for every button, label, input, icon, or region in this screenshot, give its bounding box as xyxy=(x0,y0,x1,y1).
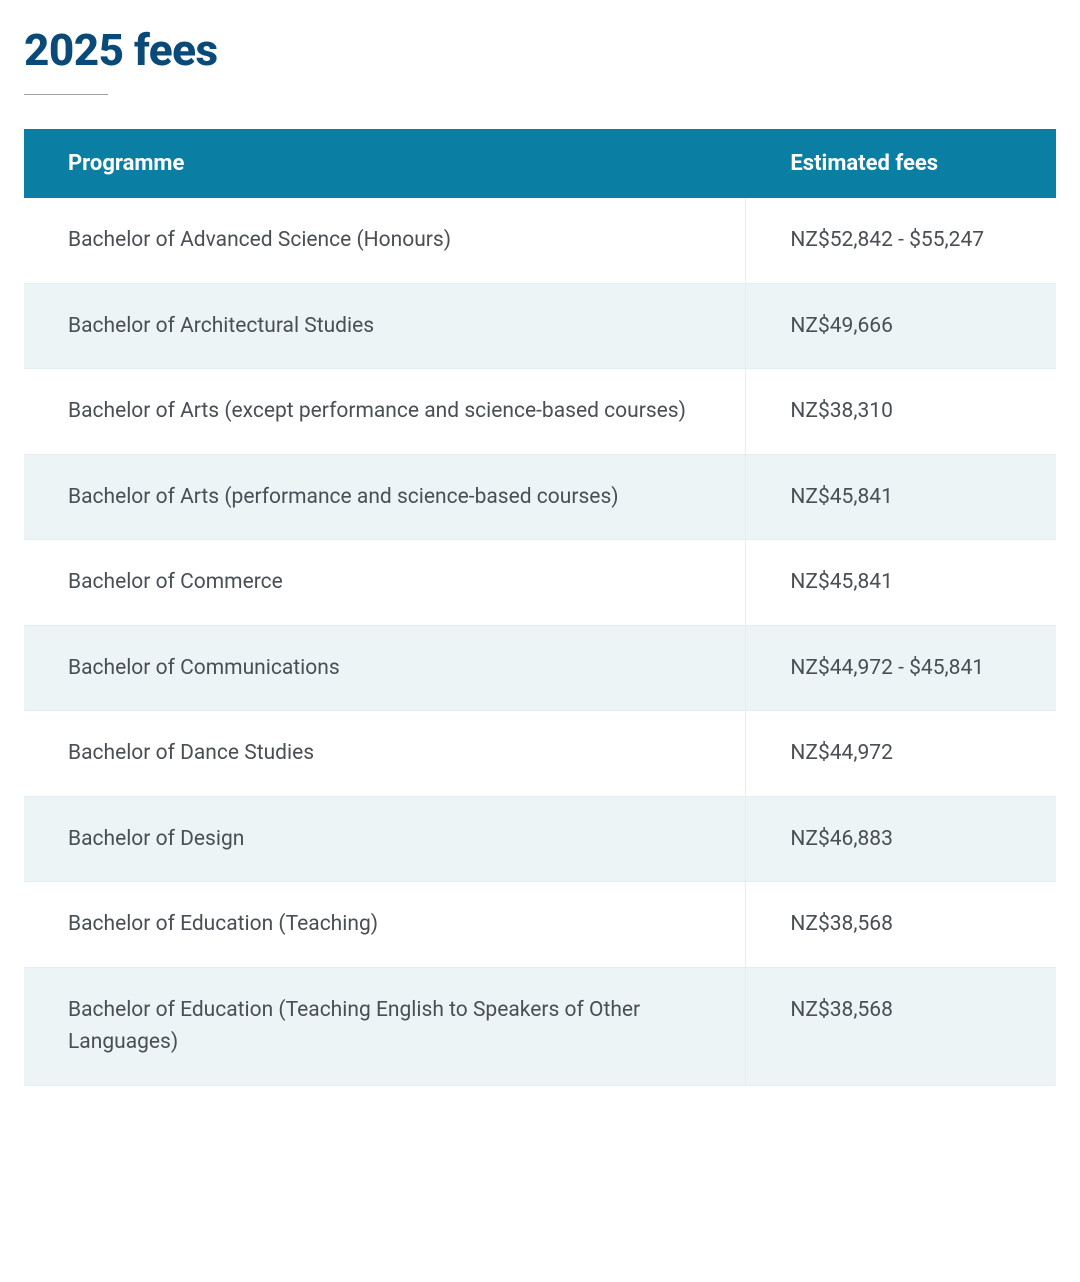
table-row: Bachelor of Architectural Studies NZ$49,… xyxy=(24,284,1056,370)
table-row: Bachelor of Arts (except performance and… xyxy=(24,369,1056,455)
fees-table-body: Bachelor of Advanced Science (Honours) N… xyxy=(24,198,1056,1086)
table-row: Bachelor of Commerce NZ$45,841 xyxy=(24,540,1056,626)
cell-programme: Bachelor of Arts (performance and scienc… xyxy=(24,455,746,541)
cell-programme: Bachelor of Design xyxy=(24,797,746,883)
cell-fees: NZ$44,972 - $45,841 xyxy=(746,626,1056,712)
table-row: Bachelor of Education (Teaching English … xyxy=(24,968,1056,1086)
cell-fees: NZ$44,972 xyxy=(746,711,1056,797)
table-row: Bachelor of Dance Studies NZ$44,972 xyxy=(24,711,1056,797)
cell-fees: NZ$38,568 xyxy=(746,882,1056,968)
cell-fees: NZ$38,568 xyxy=(746,968,1056,1086)
table-row: Bachelor of Advanced Science (Honours) N… xyxy=(24,198,1056,284)
column-header-programme: Programme xyxy=(24,129,746,198)
cell-fees: NZ$45,841 xyxy=(746,455,1056,541)
cell-programme: Bachelor of Communications xyxy=(24,626,746,712)
table-row: Bachelor of Arts (performance and scienc… xyxy=(24,455,1056,541)
cell-programme: Bachelor of Dance Studies xyxy=(24,711,746,797)
cell-programme: Bachelor of Architectural Studies xyxy=(24,284,746,370)
cell-programme: Bachelor of Commerce xyxy=(24,540,746,626)
cell-programme: Bachelor of Education (Teaching English … xyxy=(24,968,746,1086)
cell-fees: NZ$45,841 xyxy=(746,540,1056,626)
cell-programme: Bachelor of Advanced Science (Honours) xyxy=(24,198,746,284)
column-header-fees: Estimated fees xyxy=(746,129,1056,198)
table-row: Bachelor of Communications NZ$44,972 - $… xyxy=(24,626,1056,712)
heading-underline xyxy=(24,94,108,95)
cell-fees: NZ$46,883 xyxy=(746,797,1056,883)
table-row: Bachelor of Design NZ$46,883 xyxy=(24,797,1056,883)
page-title: 2025 fees xyxy=(24,24,1056,76)
cell-fees: NZ$49,666 xyxy=(746,284,1056,370)
cell-fees: NZ$52,842 - $55,247 xyxy=(746,198,1056,284)
cell-programme: Bachelor of Education (Teaching) xyxy=(24,882,746,968)
table-row: Bachelor of Education (Teaching) NZ$38,5… xyxy=(24,882,1056,968)
fees-table: Programme Estimated fees Bachelor of Adv… xyxy=(24,129,1056,1086)
cell-fees: NZ$38,310 xyxy=(746,369,1056,455)
cell-programme: Bachelor of Arts (except performance and… xyxy=(24,369,746,455)
table-header-row: Programme Estimated fees xyxy=(24,129,1056,198)
